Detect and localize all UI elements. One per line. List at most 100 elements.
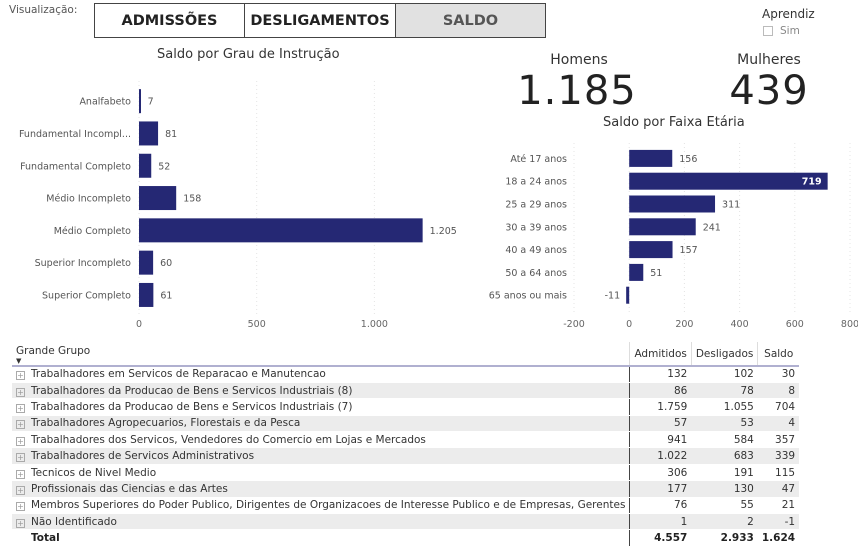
tab-admissoes[interactable]: ADMISSÕES [95,4,245,37]
x-tick-label: 1.000 [361,319,388,330]
cell-admitidos: 57 [629,415,692,433]
category-label: 65 anos ou mais [489,291,567,302]
category-label: Médio Completo [54,226,131,237]
aprendiz-slicer: Aprendiz Sim [762,7,815,37]
bar [139,89,141,114]
expand-icon[interactable]: + [16,420,25,430]
expand-icon[interactable]: + [16,469,25,479]
sort-desc-icon[interactable]: ▼ [16,357,22,365]
data-label: 311 [722,200,740,211]
category-label: Superior Incompleto [35,258,132,269]
x-tick-label: 400 [731,319,749,330]
cell-grande-grupo: + Trabalhadores em Servicos de Reparacao … [12,366,630,383]
header-desligados[interactable]: Desligados [690,342,758,367]
cell-total-admitidos: 4.557 [629,529,692,547]
expand-icon[interactable]: + [16,387,25,397]
category-label: Até 17 anos [510,154,567,165]
cell-saldo: 21 [757,497,800,515]
table-row[interactable]: + Trabalhadores da Producao de Bens e Ser… [12,382,800,400]
cell-desligados: 2 [691,513,758,531]
table-row[interactable]: + Trabalhadores de Servicos Administrativ… [12,447,800,465]
cell-admitidos: 132 [629,366,692,383]
data-label: 719 [802,177,822,188]
expand-icon[interactable]: + [16,485,25,495]
data-label: 51 [650,268,662,279]
bar [139,153,152,178]
aprendiz-option-sim[interactable]: Sim [763,25,815,37]
cell-admitidos: 177 [629,480,692,498]
table-total-row: Total 4.557 2.933 1.624 [12,529,800,547]
table-row[interactable]: + Trabalhadores em Servicos de Reparacao … [12,366,800,383]
chart-title-instrucao: Saldo por Grau de Instrução [157,47,340,62]
header-saldo[interactable]: Saldo [757,342,800,367]
data-label: 1.205 [430,226,457,237]
cell-grande-grupo: + Membros Superiores do Poder Publico, Di… [12,497,630,515]
table-row[interactable]: + Não Identificado 1 2 -1 [12,513,800,531]
table-row[interactable]: + Membros Superiores do Poder Publico, Di… [12,497,800,515]
tab-saldo[interactable]: SALDO [396,4,545,37]
checkbox-icon[interactable] [763,26,773,36]
cell-admitidos: 76 [629,497,692,515]
chart-instrucao: 0 500 1.000 Analfabeto 7 Fundamental Incompl.… [19,81,457,330]
category-label: 40 a 49 anos [505,245,567,256]
chart-faixa-etaria: -200 0 200 400 600 800 Até 17 anos 156 18 a 24 a… [489,143,858,330]
category-label: 30 a 39 anos [505,222,567,233]
category-label: Superior Completo [42,290,131,301]
expand-icon[interactable]: + [16,453,25,463]
x-tick-label: 0 [136,319,142,330]
data-label: 81 [165,129,177,140]
cell-desligados: 1.055 [691,398,758,416]
table-row[interactable]: + Trabalhadores Agropecuarios, Florestais… [12,415,800,433]
data-label: 60 [160,258,172,269]
x-tick-label: -200 [563,319,585,330]
expand-icon[interactable]: + [16,371,25,381]
expand-icon[interactable]: + [16,436,25,446]
cell-grande-grupo: + Trabalhadores de Servicos Administrativ… [12,447,630,465]
cell-grande-grupo: + Trabalhadores Agropecuarios, Florestais… [12,415,630,433]
category-label: 25 a 29 anos [505,200,567,211]
expand-icon[interactable]: + [16,403,25,413]
table-row[interactable]: + Trabalhadores dos Servicos, Vendedores … [12,431,800,449]
expand-icon[interactable]: + [16,518,25,528]
cell-admitidos: 941 [629,431,692,449]
cell-saldo: 339 [757,447,800,465]
bar [629,172,828,190]
cell-total-saldo: 1.624 [757,529,800,547]
cell-admitidos: 1 [629,513,692,531]
kpi-homens-label: Homens [550,52,608,68]
bar [629,149,673,167]
cell-desligados: 191 [691,464,758,482]
data-label: -11 [605,291,621,302]
header-admitidos[interactable]: Admitidos [629,342,692,367]
cell-grande-grupo: + Trabalhadores dos Servicos, Vendedores … [12,431,630,449]
table-row[interactable]: + Profissionais das Ciencias e das Artes 1… [12,480,800,498]
cell-saldo: 47 [757,480,800,498]
expand-icon[interactable]: + [16,502,25,512]
cell-desligados: 130 [691,480,758,498]
category-label: Analfabeto [79,97,131,108]
bar [139,282,154,307]
data-label: 241 [703,222,721,233]
cell-desligados: 584 [691,431,758,449]
x-tick-label: 600 [786,319,804,330]
grande-grupo-table: Grande Grupo ▼ Admitidos Desligados Sald… [12,342,800,547]
header-grande-grupo[interactable]: Grande Grupo ▼ [12,342,630,367]
cell-saldo: 115 [757,464,800,482]
cell-total-label: Total [12,529,630,547]
table-row[interactable]: + Tecnicos de Nivel Medio 306 191 115 [12,464,800,482]
bar [139,250,154,275]
cell-admitidos: 86 [629,382,692,400]
visualization-label: Visualização: [9,4,78,16]
tab-desligamentos[interactable]: DESLIGAMENTOS [245,4,396,37]
cell-admitidos: 1.022 [629,447,692,465]
cell-grande-grupo: + Não Identificado [12,513,630,531]
x-tick-label: 500 [248,319,266,330]
data-label: 157 [680,245,698,256]
table-row[interactable]: + Trabalhadores da Producao de Bens e Ser… [12,398,800,416]
aprendiz-option-label: Sim [780,25,800,37]
chart-title-faixa-etaria: Saldo por Faixa Etária [603,115,745,130]
x-tick-label: 200 [675,319,693,330]
cell-grande-grupo: + Trabalhadores da Producao de Bens e Ser… [12,382,630,400]
bar [139,186,177,211]
bar [626,286,630,304]
